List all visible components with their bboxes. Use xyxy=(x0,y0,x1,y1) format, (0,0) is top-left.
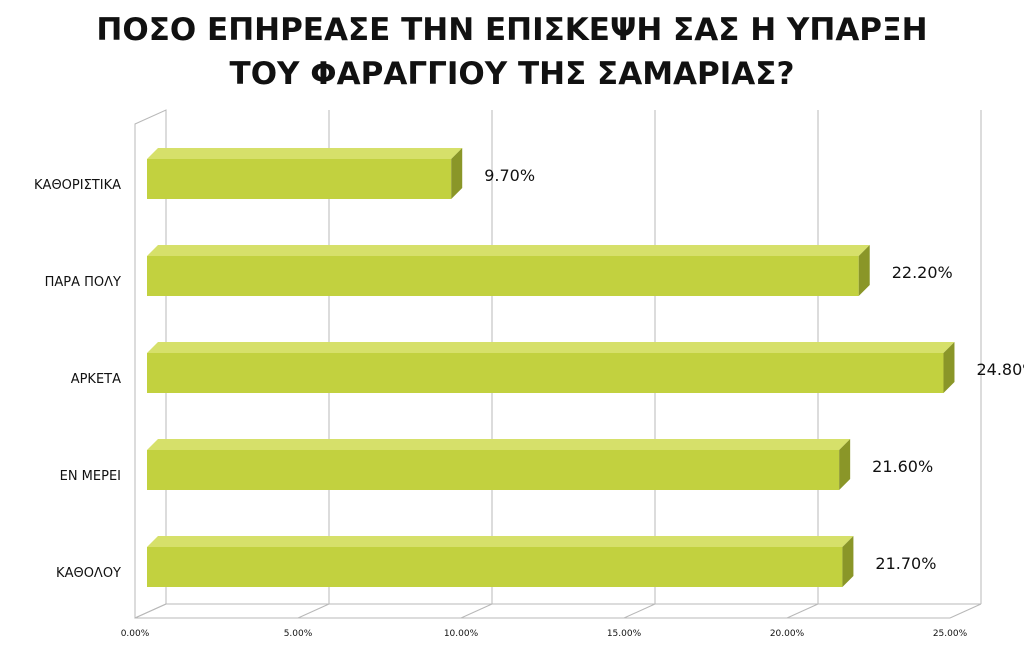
x-tick-label: 5.00% xyxy=(284,629,313,639)
chart-title: ΠΟΣΟ ΕΠΗΡΕΑΣΕ ΤΗΝ ΕΠΙΣΚΕΨΗ ΣΑΣ Η ΥΠΑΡΞΗ … xyxy=(0,8,1024,96)
category-label: ΠΑΡΑ ΠΟΛΥ xyxy=(45,275,121,290)
floor-gridline xyxy=(460,603,493,619)
bar-top-face xyxy=(147,245,870,256)
bars xyxy=(147,148,955,587)
data-label: 22.20% xyxy=(892,263,953,282)
category-label: ΚΑΘΟΡΙΣΤΙΚΑ xyxy=(34,178,121,193)
data-label: 21.60% xyxy=(872,457,933,476)
bar-top-face xyxy=(147,439,851,450)
bar-side-face xyxy=(842,536,854,587)
category-label: ΚΑΘΟΛΟΥ xyxy=(56,566,121,581)
bar xyxy=(147,353,944,393)
floor-gridline xyxy=(623,603,656,619)
bar-side-face xyxy=(839,439,851,490)
data-label: 24.80% xyxy=(976,360,1024,379)
bar-side-face xyxy=(943,342,955,393)
bar-top-face xyxy=(147,536,854,547)
chart-title-line-1: ΠΟΣΟ ΕΠΗΡΕΑΣΕ ΤΗΝ ΕΠΙΣΚΕΨΗ ΣΑΣ Η ΥΠΑΡΞΗ xyxy=(96,12,928,48)
chart-title-line-2: ΤΟΥ ΦΑΡΑΓΓΙΟΥ ΤΗΣ ΣΑΜΑΡΙΑΣ? xyxy=(229,56,795,92)
data-label: 9.70% xyxy=(484,166,535,185)
data-label: 21.70% xyxy=(875,554,936,573)
category-label: ΑΡΚΕΤΑ xyxy=(71,372,121,387)
x-tick-label: 20.00% xyxy=(770,629,805,639)
category-label: ΕΝ ΜΕΡΕΙ xyxy=(60,469,121,484)
bar xyxy=(147,450,840,490)
x-tick-label: 25.00% xyxy=(933,629,968,639)
x-tick-label: 0.00% xyxy=(121,629,150,639)
floor-gridline xyxy=(297,603,330,619)
bar-top-face xyxy=(147,148,463,159)
bar xyxy=(147,256,859,296)
bar xyxy=(147,159,452,199)
floor-gridline xyxy=(786,603,819,619)
x-tick-label: 15.00% xyxy=(607,629,642,639)
bar-side-face xyxy=(451,148,463,199)
labels: 0.00% 5.00% 10.00% 15.00% 20.00% 25.00% ΚΑΘΟΡΙ… xyxy=(34,166,1024,639)
bar xyxy=(147,547,843,587)
bar-side-face xyxy=(858,245,870,296)
bar-top-face xyxy=(147,342,955,353)
x-tick-label: 10.00% xyxy=(444,629,479,639)
floor-gridline xyxy=(134,603,167,619)
floor-gridline xyxy=(949,603,982,619)
